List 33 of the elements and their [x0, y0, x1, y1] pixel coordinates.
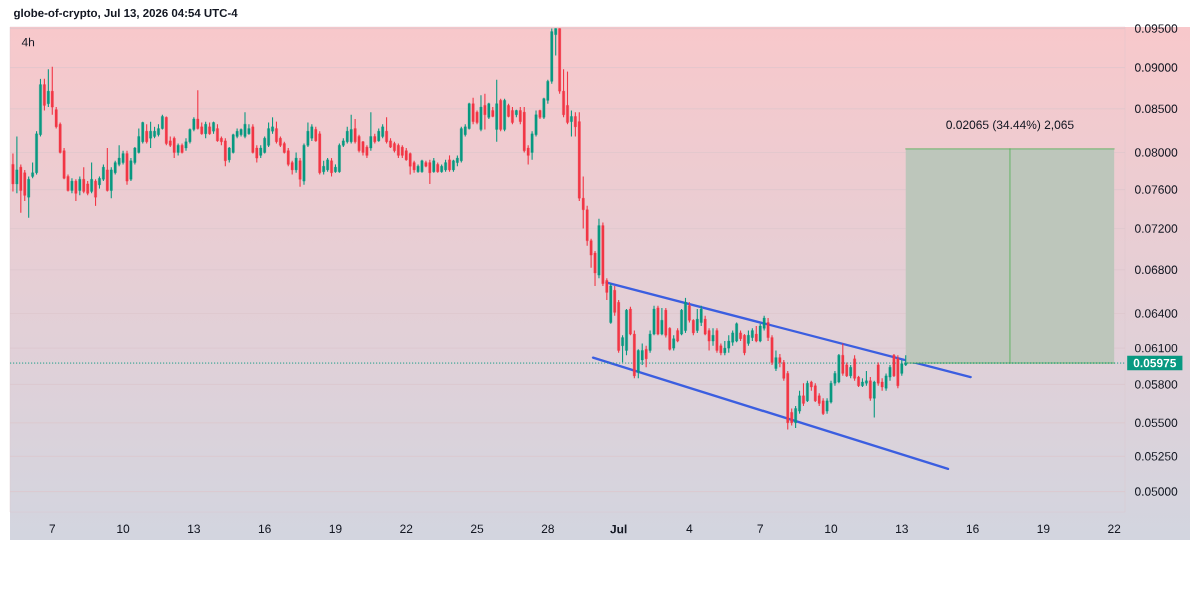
y-tick-label: 0.05500 — [1134, 418, 1178, 428]
y-tick-label: 0.09000 — [1134, 63, 1178, 72]
y-tick-label: 0.05000 — [1134, 487, 1178, 496]
x-tick-label: 4 — [686, 524, 693, 533]
ref-line-label: 0.05975 — [1133, 358, 1177, 368]
y-tick-label: 0.05250 — [1134, 452, 1178, 461]
x-tick-label: 28 — [541, 524, 554, 533]
x-tick-label: 19 — [329, 524, 342, 533]
y-tick-label: 0.07600 — [1134, 185, 1178, 194]
annotation: 0.02065 (34.44%) 2,065 — [946, 120, 1074, 132]
x-tick-label: 22 — [400, 524, 413, 533]
x-tick-label: 16 — [258, 524, 271, 533]
y-tick-label: 0.09500 — [1134, 24, 1178, 33]
y-tick-label: 0.06800 — [1134, 265, 1178, 275]
x-tick-label: Jul — [610, 524, 627, 534]
x-tick-label: 10 — [825, 524, 838, 533]
y-tick-label: 0.06100 — [1134, 343, 1178, 353]
x-tick-label: 25 — [470, 524, 484, 533]
chart-title: globe-of-crypto, Jul 13, 2026 04:54 UTC-4 — [13, 8, 238, 20]
x-tick-label: 13 — [188, 524, 200, 533]
x-tick-label: 13 — [896, 524, 908, 533]
x-tick-label: 10 — [117, 524, 130, 533]
x-tick-label: 7 — [49, 524, 55, 533]
x-tick-label: 7 — [757, 524, 763, 533]
text: 4h — [21, 37, 35, 47]
y-tick-label: 0.08500 — [1134, 104, 1178, 114]
y-tick-label: 0.08000 — [1134, 148, 1178, 157]
x-tick-label: 19 — [1037, 524, 1050, 533]
x-tick-label: 16 — [966, 524, 979, 533]
y-tick-label: 0.07200 — [1134, 224, 1178, 233]
y-tick-label: 0.06400 — [1134, 309, 1178, 318]
x-tick-label: 22 — [1108, 524, 1121, 533]
y-tick-label: 0.05800 — [1134, 380, 1178, 389]
